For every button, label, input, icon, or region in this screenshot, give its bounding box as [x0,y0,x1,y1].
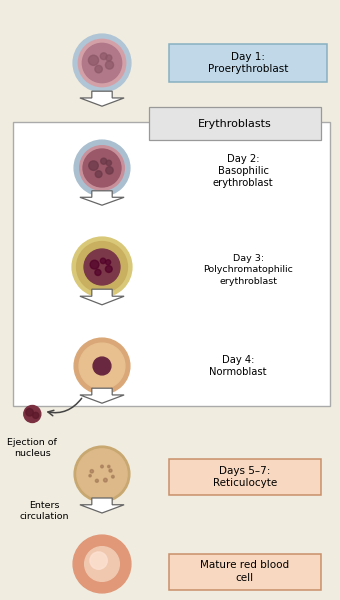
Ellipse shape [74,338,130,394]
Ellipse shape [106,160,112,166]
Ellipse shape [106,167,113,174]
FancyBboxPatch shape [169,44,327,82]
Ellipse shape [95,269,101,275]
Ellipse shape [100,258,106,263]
Ellipse shape [90,552,107,569]
Ellipse shape [95,65,102,73]
FancyBboxPatch shape [149,107,321,140]
Ellipse shape [105,266,112,272]
Ellipse shape [84,249,120,285]
Text: Erythroblasts: Erythroblasts [198,119,271,128]
Ellipse shape [80,146,124,190]
Ellipse shape [105,61,114,69]
Polygon shape [80,191,124,205]
Text: Days 5–7:
Reticulocyte: Days 5–7: Reticulocyte [213,466,277,488]
Ellipse shape [93,357,111,375]
Text: Day 4:
Normoblast: Day 4: Normoblast [209,355,267,377]
Ellipse shape [101,465,103,468]
Text: Enters
circulation: Enters circulation [19,501,69,521]
Ellipse shape [101,158,107,164]
Ellipse shape [90,470,94,473]
Ellipse shape [83,149,121,187]
Ellipse shape [100,53,107,59]
Ellipse shape [73,34,131,92]
Ellipse shape [95,171,102,178]
Ellipse shape [89,161,98,170]
Ellipse shape [82,43,122,83]
Ellipse shape [77,449,127,499]
Ellipse shape [26,409,33,416]
Ellipse shape [89,475,91,477]
Ellipse shape [78,40,126,86]
Polygon shape [80,388,124,403]
Polygon shape [80,498,124,513]
Ellipse shape [112,475,114,478]
FancyBboxPatch shape [13,122,330,406]
Ellipse shape [88,55,99,65]
Text: Ejection of
nucleus: Ejection of nucleus [7,438,57,458]
Text: Day 2:
Basophilic
erythroblast: Day 2: Basophilic erythroblast [213,154,273,188]
Ellipse shape [24,406,41,422]
Ellipse shape [109,469,112,472]
FancyBboxPatch shape [169,554,321,590]
Text: Mature red blood
cell: Mature red blood cell [200,560,289,583]
Ellipse shape [107,466,110,468]
Ellipse shape [33,412,39,418]
Text: Day 3:
Polychromatophilic
erythroblast: Day 3: Polychromatophilic erythroblast [203,254,293,286]
Ellipse shape [95,479,99,482]
Ellipse shape [106,55,112,61]
Ellipse shape [85,547,119,581]
Polygon shape [80,289,124,305]
Text: Day 1:
Proerythroblast: Day 1: Proerythroblast [208,52,288,74]
Ellipse shape [79,343,125,389]
Polygon shape [80,91,124,106]
Ellipse shape [90,260,99,269]
Ellipse shape [74,446,130,502]
Ellipse shape [76,242,128,292]
FancyBboxPatch shape [169,459,321,495]
Ellipse shape [105,260,111,265]
Ellipse shape [103,478,107,482]
Ellipse shape [74,140,130,196]
Ellipse shape [73,535,131,593]
Ellipse shape [72,237,132,297]
